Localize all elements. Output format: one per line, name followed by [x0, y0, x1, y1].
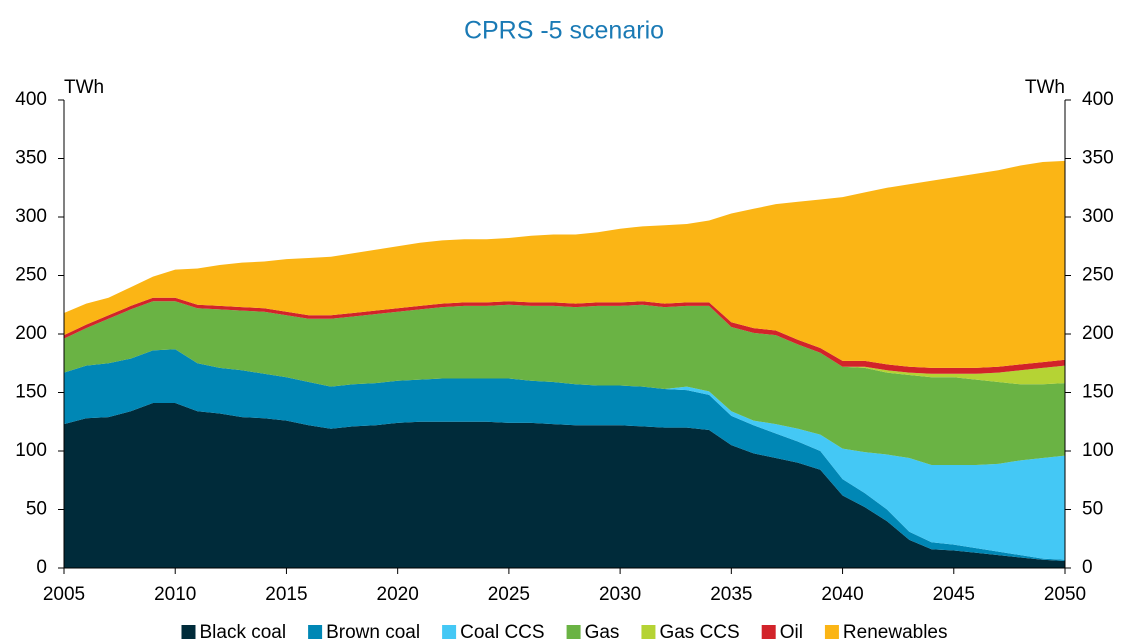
legend-label: Brown coal: [326, 622, 420, 643]
y2-tick-label: 400: [1082, 89, 1114, 110]
legend-label: Oil: [780, 622, 803, 643]
y-tick-label: 50: [26, 499, 47, 520]
legend-label: Black coal: [199, 622, 286, 643]
y-axis-label: TWh: [64, 77, 104, 98]
area: [64, 349, 1065, 561]
legend: Black coal Brown coal Coal CCS Gas Gas CCS Oi…: [181, 622, 948, 643]
legend-swatch: [566, 625, 581, 639]
area: [64, 301, 1065, 385]
x-tick-label: 2050: [1044, 584, 1086, 605]
legend-swatch: [641, 625, 656, 639]
legend-swatch: [181, 625, 196, 639]
y2-tick-label: 350: [1082, 148, 1114, 169]
x-tick-label: 2045: [933, 584, 975, 605]
area: [64, 403, 1065, 568]
y-tick-label: 0: [36, 557, 47, 578]
y2-tick-label: 100: [1082, 440, 1114, 461]
y2-tick-label: 150: [1082, 382, 1114, 403]
y2-axis-label: TWh: [1025, 77, 1065, 98]
x-tick-label: 2020: [377, 584, 419, 605]
x-tick-label: 2005: [43, 584, 85, 605]
legend-swatch: [308, 625, 323, 639]
y2-tick-label: 0: [1082, 557, 1093, 578]
area: [64, 349, 1065, 560]
y-tick-label: 250: [15, 265, 47, 286]
plot-areas: [64, 160, 1065, 568]
legend-label: Coal CCS: [460, 622, 544, 643]
chart-title: CPRS -5 scenario: [464, 17, 664, 45]
legend-label: Renewables: [843, 622, 948, 643]
legend-swatch: [824, 625, 839, 639]
area: [64, 160, 1065, 368]
area: [64, 297, 1065, 374]
y-tick-label: 400: [15, 89, 47, 110]
x-tick-label: 2035: [710, 584, 752, 605]
y2-tick-label: 300: [1082, 206, 1114, 227]
area: [64, 301, 1065, 466]
y2-tick-label: 200: [1082, 323, 1114, 344]
x-tick-label: 2040: [821, 584, 863, 605]
legend-swatch: [761, 625, 776, 639]
y-tick-label: 200: [15, 323, 47, 344]
y-tick-label: 100: [15, 440, 47, 461]
x-tick-label: 2030: [599, 584, 641, 605]
legend-label: Gas CCS: [659, 622, 739, 643]
y-tick-label: 300: [15, 206, 47, 227]
x-tick-label: 2010: [154, 584, 196, 605]
x-tick-label: 2025: [488, 584, 530, 605]
x-tick-label: 2015: [265, 584, 307, 605]
y-tick-label: 350: [15, 148, 47, 169]
legend-swatch: [442, 625, 457, 639]
y2-tick-label: 50: [1082, 499, 1103, 520]
y2-tick-label: 250: [1082, 265, 1114, 286]
y-tick-label: 150: [15, 382, 47, 403]
legend-label: Gas: [585, 622, 620, 643]
